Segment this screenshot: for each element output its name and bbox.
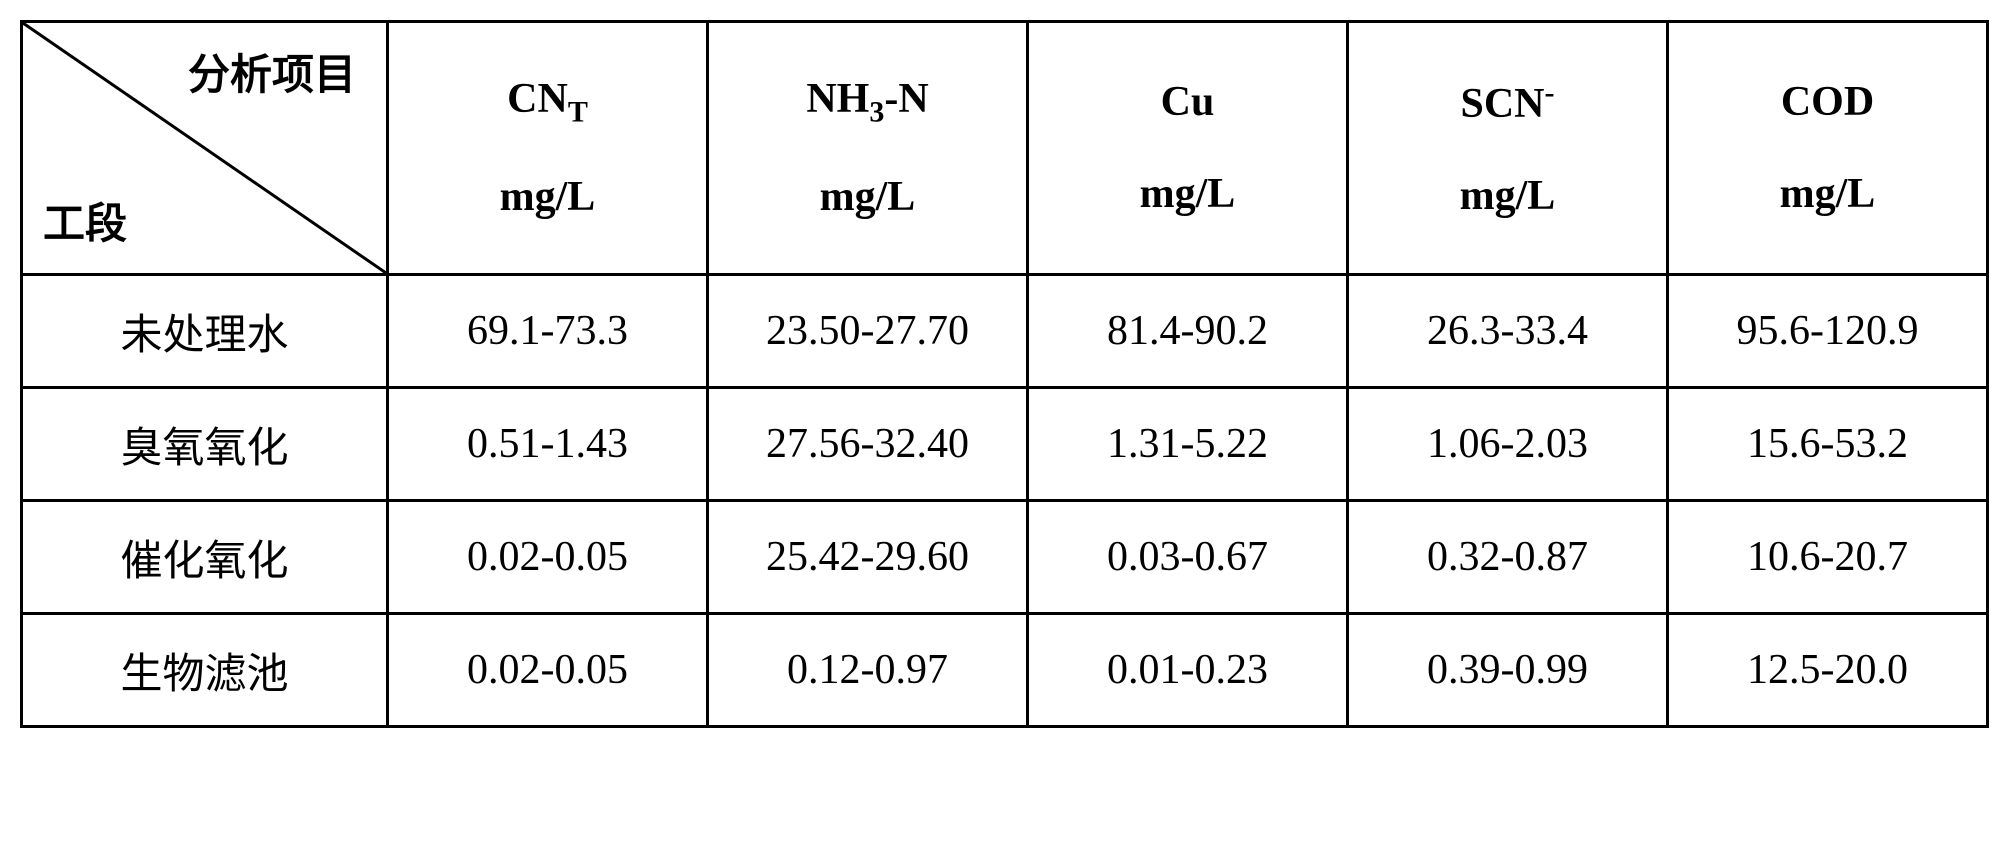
col-header-main: CNT xyxy=(389,74,706,130)
col-header-main: SCN- xyxy=(1349,75,1666,129)
col-header-unit: mg/L xyxy=(1029,169,1346,219)
col-header-unit: mg/L xyxy=(1349,171,1666,221)
table-row: 臭氧氧化 0.51-1.43 27.56-32.40 1.31-5.22 1.0… xyxy=(22,388,1988,501)
col-header-cnt: CNT mg/L xyxy=(388,22,708,275)
col-header-main: Cu xyxy=(1029,77,1346,127)
cell: 27.56-32.40 xyxy=(708,388,1028,501)
cell: 0.39-0.99 xyxy=(1348,614,1668,727)
cell: 69.1-73.3 xyxy=(388,275,708,388)
cell: 12.5-20.0 xyxy=(1668,614,1988,727)
row-label: 催化氧化 xyxy=(22,501,388,614)
cell: 0.12-0.97 xyxy=(708,614,1028,727)
col-header-main: NH3-N xyxy=(709,74,1026,130)
col-header-unit: mg/L xyxy=(709,172,1026,222)
col-header-unit: mg/L xyxy=(1669,169,1986,219)
col-header-cod: COD mg/L xyxy=(1668,22,1988,275)
col-header-cu: Cu mg/L xyxy=(1028,22,1348,275)
cell: 1.06-2.03 xyxy=(1348,388,1668,501)
cell: 26.3-33.4 xyxy=(1348,275,1668,388)
data-table: 分析项目 工段 CNT mg/L NH3-N mg/L Cu mg/L SCN-… xyxy=(20,20,1989,728)
cell: 1.31-5.22 xyxy=(1028,388,1348,501)
cell: 15.6-53.2 xyxy=(1668,388,1988,501)
col-header-unit: mg/L xyxy=(389,172,706,222)
col-header-scn: SCN- mg/L xyxy=(1348,22,1668,275)
corner-top-label: 分析项目 xyxy=(188,41,356,102)
table-row: 生物滤池 0.02-0.05 0.12-0.97 0.01-0.23 0.39-… xyxy=(22,614,1988,727)
cell: 81.4-90.2 xyxy=(1028,275,1348,388)
table-body: 未处理水 69.1-73.3 23.50-27.70 81.4-90.2 26.… xyxy=(22,275,1988,727)
row-label: 生物滤池 xyxy=(22,614,388,727)
cell: 0.02-0.05 xyxy=(388,614,708,727)
header-row: 分析项目 工段 CNT mg/L NH3-N mg/L Cu mg/L SCN-… xyxy=(22,22,1988,275)
row-label: 臭氧氧化 xyxy=(22,388,388,501)
cell: 25.42-29.60 xyxy=(708,501,1028,614)
cell: 0.01-0.23 xyxy=(1028,614,1348,727)
cell: 95.6-120.9 xyxy=(1668,275,1988,388)
cell: 10.6-20.7 xyxy=(1668,501,1988,614)
cell: 23.50-27.70 xyxy=(708,275,1028,388)
cell: 0.03-0.67 xyxy=(1028,501,1348,614)
corner-cell: 分析项目 工段 xyxy=(22,22,388,275)
col-header-main: COD xyxy=(1669,77,1986,127)
row-label: 未处理水 xyxy=(22,275,388,388)
cell: 0.51-1.43 xyxy=(388,388,708,501)
table-row: 催化氧化 0.02-0.05 25.42-29.60 0.03-0.67 0.3… xyxy=(22,501,1988,614)
cell: 0.32-0.87 xyxy=(1348,501,1668,614)
corner-bottom-label: 工段 xyxy=(43,190,127,251)
table-row: 未处理水 69.1-73.3 23.50-27.70 81.4-90.2 26.… xyxy=(22,275,1988,388)
cell: 0.02-0.05 xyxy=(388,501,708,614)
col-header-nh3n: NH3-N mg/L xyxy=(708,22,1028,275)
